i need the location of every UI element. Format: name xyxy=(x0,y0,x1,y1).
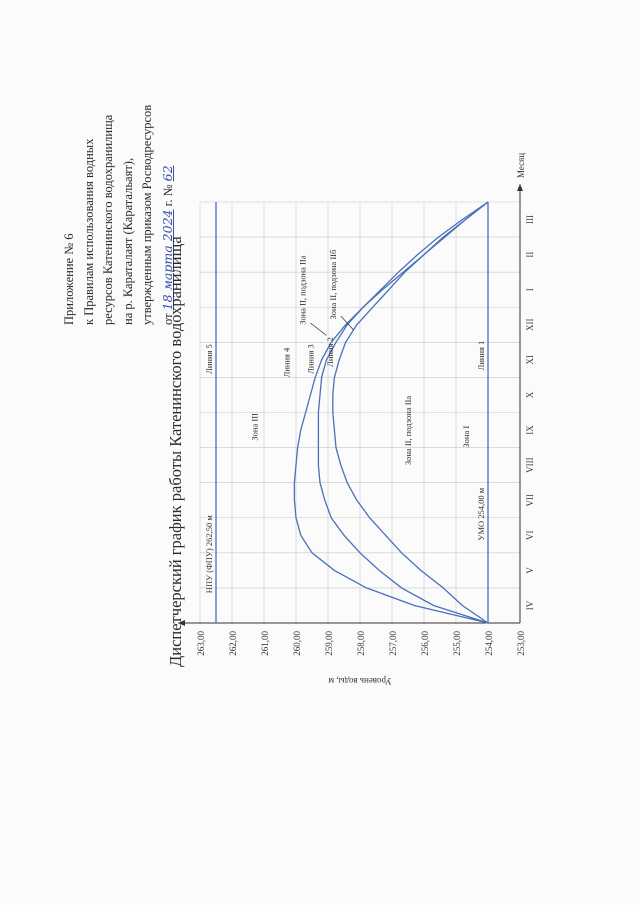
zone-2b-label: Зона II, подзона IIб xyxy=(328,250,338,320)
line-4-label: Линия 4 xyxy=(282,347,292,377)
y-tick-label: 254,00 xyxy=(484,631,494,656)
y-tick-label: 262,00 xyxy=(228,631,238,656)
zone-2a-top-leader xyxy=(310,322,327,336)
y-tick-label: 259,00 xyxy=(324,631,334,656)
series-линия-3 xyxy=(317,201,489,624)
y-tick-label: 257,00 xyxy=(388,631,398,656)
series-линия-4 xyxy=(293,201,489,624)
zone-3-label: Зона III xyxy=(250,413,260,441)
line-1-label: Линия 1 xyxy=(476,341,486,371)
zone-2a-top-label: Зона II, подзона IIа xyxy=(298,255,308,325)
y-tick-label: 255,00 xyxy=(452,631,462,656)
zone-1-label: Зона I xyxy=(461,426,471,448)
y-tick-label: 253,00 xyxy=(516,631,526,656)
series-линия-2 xyxy=(332,201,489,624)
y-tick-label: 260,00 xyxy=(292,631,302,656)
x-tick-label: VI xyxy=(525,531,535,541)
zone-2a-label: Зона II, подзона IIа xyxy=(403,396,413,466)
x-tick-label: XII xyxy=(525,319,535,332)
y-tick-label: 261,00 xyxy=(260,631,270,656)
npu-label: НПУ (ФПУ) 262,50 м xyxy=(204,515,214,594)
x-tick-label: VIII xyxy=(525,457,535,473)
x-axis-arrow xyxy=(517,184,523,191)
y-tick-label: 256,00 xyxy=(420,631,430,656)
y-axis-title: Уровень воды, м xyxy=(328,676,391,686)
x-tick-label: X xyxy=(525,391,535,398)
grid-layer xyxy=(199,201,520,623)
x-tick-label: III xyxy=(525,215,535,224)
label-layer: НПУ (ФПУ) 262,50 м Линия 5 УМО 254,00 м Лин… xyxy=(204,250,486,593)
x-tick-label: IV xyxy=(525,600,535,610)
x-tick-label: V xyxy=(525,567,535,574)
x-tick-label: IX xyxy=(525,425,535,435)
line-3-label: Линия 3 xyxy=(306,344,316,374)
y-tick-label: 258,00 xyxy=(356,631,366,656)
axes-layer: 253,00 254,00 255,00 256,00 257,00 258,00 259,… xyxy=(178,153,535,686)
x-tick-label: I xyxy=(525,288,535,291)
umo-label: УМО 254,00 м xyxy=(476,487,486,540)
x-tick-label: II xyxy=(525,252,535,258)
line-5-label: Линия 5 xyxy=(204,344,214,374)
series-layer xyxy=(215,201,489,624)
y-axis-arrow xyxy=(178,620,185,626)
x-tick-label: XI xyxy=(525,355,535,365)
line-2-label: Линия 2 xyxy=(325,337,335,367)
x-tick-label: VII xyxy=(525,494,535,507)
y-tick-label: 263,00 xyxy=(196,631,206,656)
x-axis-title: Месяц xyxy=(516,153,526,178)
zone-2b-leader xyxy=(340,315,354,331)
